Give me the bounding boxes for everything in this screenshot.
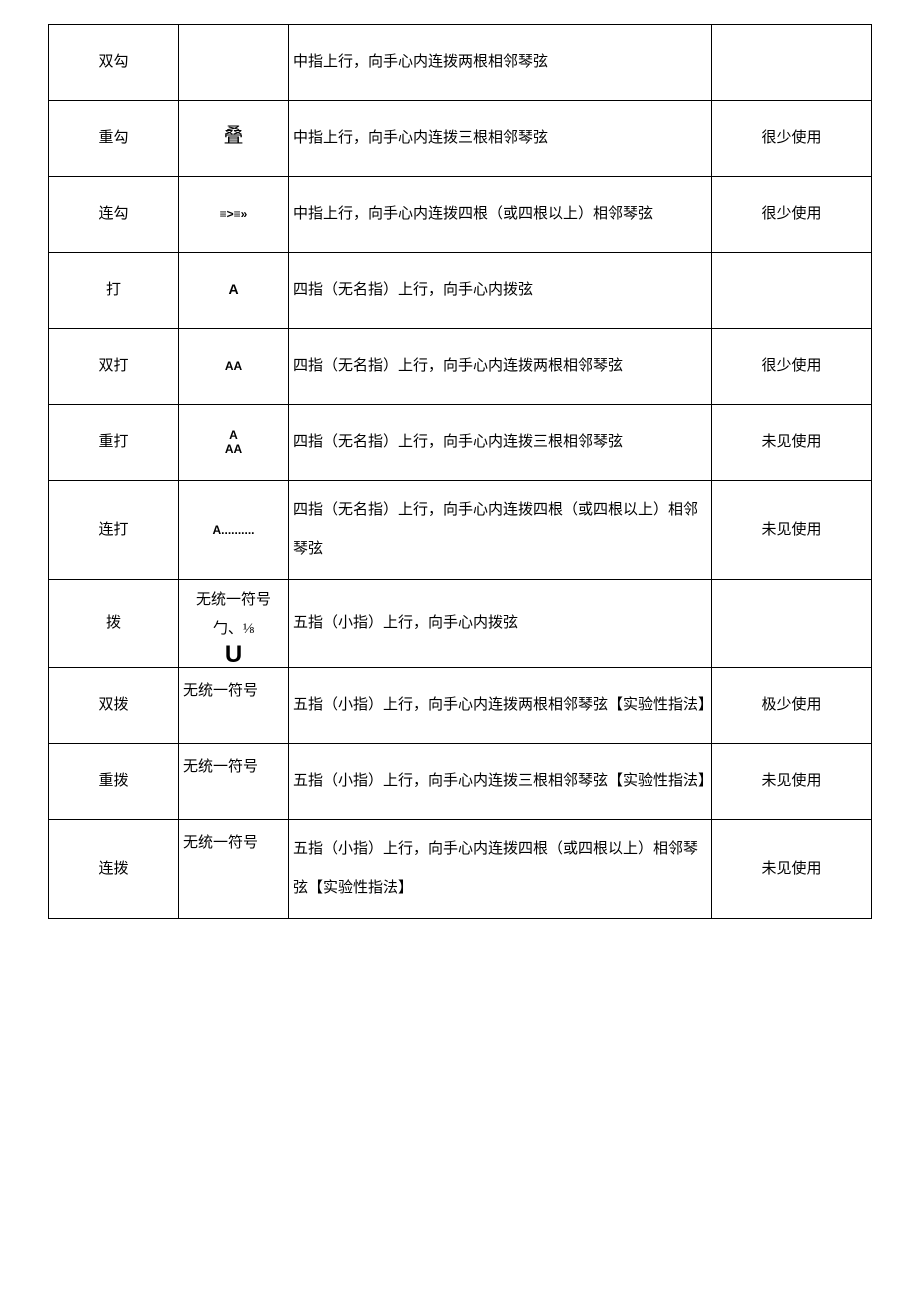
- table-row: 连勾 ≡>≡» 中指上行，向手心内连拨四根（或四根以上）相邻琴弦很少使用: [49, 177, 872, 253]
- usage-cell: 未见使用: [712, 744, 872, 820]
- description-cell: 四指（无名指）上行，向手心内连拨三根相邻琴弦: [289, 405, 712, 481]
- table-body: 双勾中指上行，向手心内连拨两根相邻琴弦重勾叠中指上行，向手心内连拨三根相邻琴弦很…: [49, 25, 872, 919]
- symbol-glyph: A..........: [212, 523, 254, 537]
- name-cell: 双打: [49, 329, 179, 405]
- usage-cell: [712, 253, 872, 329]
- description-cell: 四指（无名指）上行，向手心内连拨两根相邻琴弦: [289, 329, 712, 405]
- table-row: 重打AAA四指（无名指）上行，向手心内连拨三根相邻琴弦未见使用: [49, 405, 872, 481]
- page: 双勾中指上行，向手心内连拨两根相邻琴弦重勾叠中指上行，向手心内连拨三根相邻琴弦很…: [0, 0, 920, 979]
- symbol-cell: AAA: [179, 405, 289, 481]
- usage-cell: [712, 580, 872, 668]
- name-cell: 重拨: [49, 744, 179, 820]
- table-row: 连打 A.......... 四指（无名指）上行，向手心内连拨四根（或四根以上）相邻…: [49, 481, 872, 580]
- description-cell: 四指（无名指）上行，向手心内连拨四根（或四根以上）相邻琴弦: [289, 481, 712, 580]
- symbol-cell: 叠: [179, 101, 289, 177]
- table-row: 双勾 中指上行，向手心内连拨两根相邻琴弦: [49, 25, 872, 101]
- usage-cell: [712, 25, 872, 101]
- no-unified-label: 无统一符号: [183, 681, 258, 699]
- table-row: 双拨无统一符号 五指（小指）上行，向手心内连拨两根相邻琴弦【实验性指法】极少使用: [49, 668, 872, 744]
- symbol-cell: A: [179, 253, 289, 329]
- name-cell: 双勾: [49, 25, 179, 101]
- name-cell: 连勾: [49, 177, 179, 253]
- symbol-glyph: ≡>≡»: [220, 207, 248, 221]
- name-cell: 双拨: [49, 668, 179, 744]
- name-cell: 拨: [49, 580, 179, 668]
- description-cell: 四指（无名指）上行，向手心内拨弦: [289, 253, 712, 329]
- description-cell: 五指（小指）上行，向手心内连拨两根相邻琴弦【实验性指法】: [289, 668, 712, 744]
- table-row: 打 A 四指（无名指）上行，向手心内拨弦: [49, 253, 872, 329]
- no-unified-multi: 无统一符号勹、⅛U: [179, 584, 288, 667]
- description-cell: 五指（小指）上行，向手心内连拨四根（或四根以上）相邻琴弦【实验性指法】: [289, 820, 712, 919]
- usage-cell: 很少使用: [712, 177, 872, 253]
- usage-cell: 很少使用: [712, 101, 872, 177]
- usage-cell: 未见使用: [712, 481, 872, 580]
- symbol-cell: AA: [179, 329, 289, 405]
- usage-cell: 很少使用: [712, 329, 872, 405]
- fingering-table: 双勾中指上行，向手心内连拨两根相邻琴弦重勾叠中指上行，向手心内连拨三根相邻琴弦很…: [48, 24, 872, 919]
- symbol-cell: A..........: [179, 481, 289, 580]
- symbol-glyph: AA: [225, 359, 242, 373]
- table-row: 连拨无统一符号 五指（小指）上行，向手心内连拨四根（或四根以上）相邻琴弦【实验性指…: [49, 820, 872, 919]
- no-unified-label: 无统一符号: [183, 757, 258, 775]
- symbol-cell: [179, 25, 289, 101]
- symbol-cell: 无统一符号: [179, 668, 289, 744]
- symbol-glyph: 叠: [224, 125, 244, 147]
- symbol-glyph: A: [228, 281, 238, 297]
- table-row: 拨无统一符号勹、⅛U五指（小指）上行，向手心内拨弦: [49, 580, 872, 668]
- name-cell: 打: [49, 253, 179, 329]
- name-cell: 重打: [49, 405, 179, 481]
- table-row: 重勾 叠 中指上行，向手心内连拨三根相邻琴弦很少使用: [49, 101, 872, 177]
- usage-cell: 未见使用: [712, 405, 872, 481]
- description-cell: 五指（小指）上行，向手心内连拨三根相邻琴弦【实验性指法】: [289, 744, 712, 820]
- symbol-cell: ≡>≡»: [179, 177, 289, 253]
- name-cell: 重勾: [49, 101, 179, 177]
- name-cell: 连打: [49, 481, 179, 580]
- description-cell: 五指（小指）上行，向手心内拨弦: [289, 580, 712, 668]
- usage-cell: 未见使用: [712, 820, 872, 919]
- usage-cell: 极少使用: [712, 668, 872, 744]
- symbol-stack: AAA: [179, 419, 288, 465]
- table-row: 双打 AA 四指（无名指）上行，向手心内连拨两根相邻琴弦很少使用: [49, 329, 872, 405]
- table-row: 重拨无统一符号 五指（小指）上行，向手心内连拨三根相邻琴弦【实验性指法】未见使用: [49, 744, 872, 820]
- symbol-cell: 无统一符号: [179, 820, 289, 919]
- description-cell: 中指上行，向手心内连拨四根（或四根以上）相邻琴弦: [289, 177, 712, 253]
- description-cell: 中指上行，向手心内连拨三根相邻琴弦: [289, 101, 712, 177]
- symbol-cell: 无统一符号勹、⅛U: [179, 580, 289, 668]
- no-unified-label: 无统一符号: [183, 833, 258, 851]
- symbol-cell: 无统一符号: [179, 744, 289, 820]
- description-cell: 中指上行，向手心内连拨两根相邻琴弦: [289, 25, 712, 101]
- name-cell: 连拨: [49, 820, 179, 919]
